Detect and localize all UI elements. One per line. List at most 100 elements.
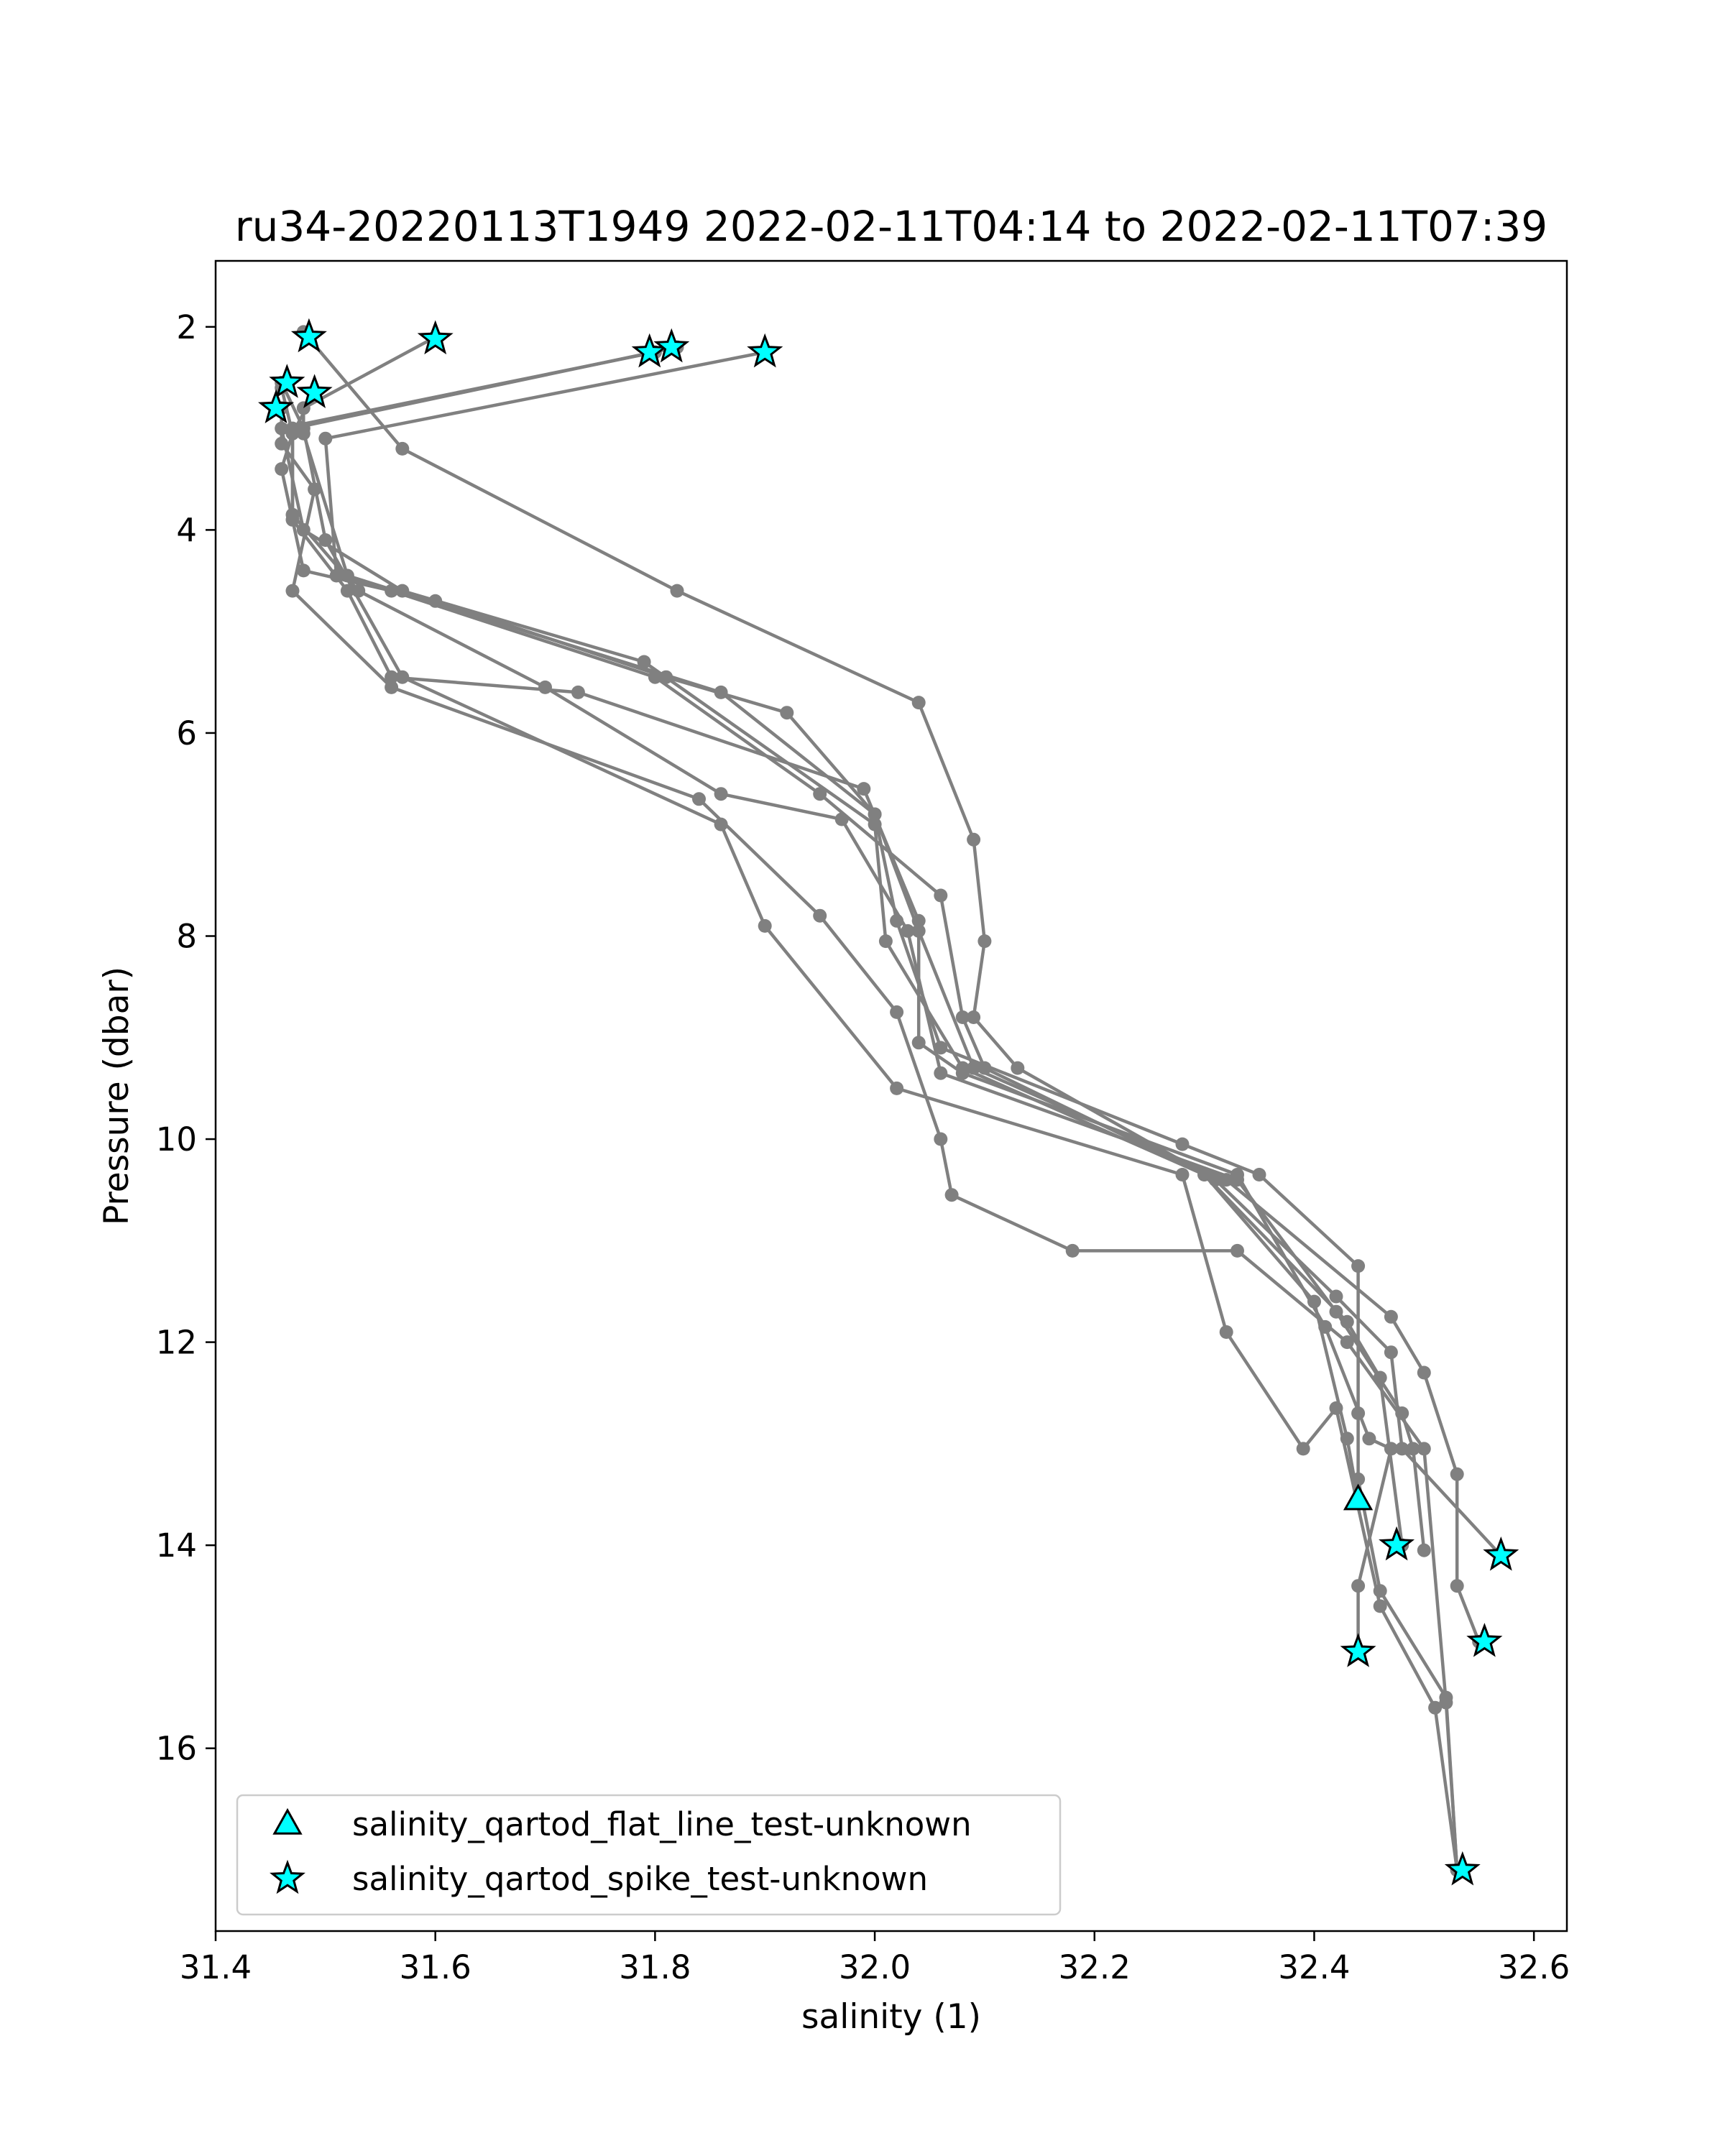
legend-triangle-marker	[272, 1807, 303, 1835]
profile-8-point-5	[385, 680, 399, 694]
profile-4-point-10	[1384, 1309, 1398, 1324]
profile-8-point-10	[944, 1188, 959, 1202]
profile-8-point-6	[692, 792, 706, 806]
profile-1-point-15	[1373, 1584, 1387, 1598]
y-axis-ticks: 2 4 6 8 10 12 14 16	[156, 308, 216, 1768]
x-tick-label-3: 31.8	[619, 1948, 691, 1986]
profile-4-point-13	[1450, 1579, 1464, 1593]
y-tick-label-4: 8	[176, 917, 197, 955]
profile-7-point-4	[340, 584, 354, 598]
profile-4-point-8	[967, 1061, 981, 1075]
profile-7-point-3	[285, 512, 300, 527]
profile-8-point-7	[813, 908, 827, 923]
spike-flag-marker-6	[269, 364, 305, 398]
x-tick-label-4: 32.0	[839, 1948, 911, 1986]
profile-4-point-7	[911, 923, 926, 938]
profile-1-point-13	[1351, 1406, 1366, 1420]
profile-7-point-7	[857, 782, 871, 796]
profile-5-point-3	[670, 584, 684, 598]
spike-flag-marker-13	[1466, 1623, 1503, 1657]
x-axis-ticks: 31.4 31.6 31.8 32.0 32.2 32.4 32.6	[180, 1931, 1570, 1986]
profile-2-point-7	[834, 812, 849, 826]
profile-line-6	[280, 387, 1360, 1500]
profile-5-point-2	[395, 441, 410, 456]
legend: salinity_qartod_flat_line_test-unknown s…	[236, 1794, 1062, 1916]
profile-5-point-8	[1011, 1061, 1025, 1075]
profile-7-point-13	[1362, 1432, 1376, 1446]
spike-flag-marker-2	[417, 320, 454, 355]
profile-line-7	[290, 392, 1393, 1652]
legend-label-spike: salinity_qartod_spike_test-unknown	[352, 1860, 928, 1898]
legend-label-flat-line: salinity_qartod_flat_line_test-unknown	[352, 1805, 972, 1843]
profile-5-point-7	[967, 1010, 981, 1024]
profile-7-point-8	[911, 913, 926, 928]
profile-3-point-2	[275, 421, 289, 436]
profile-8-point-2	[275, 436, 289, 451]
profile-5-point-9	[1208, 1173, 1223, 1187]
profile-5-point-12	[1395, 1442, 1409, 1456]
profile-8-point-8	[890, 1005, 904, 1019]
profile-2-point-5	[538, 680, 552, 694]
y-tick-label-1: 2	[176, 308, 197, 346]
profile-5-point-5	[967, 832, 981, 847]
x-tick-label-5: 32.2	[1059, 1948, 1131, 1986]
profile-8-point-13	[1340, 1335, 1354, 1350]
y-axis-label: Pressure (dbar)	[97, 967, 137, 1225]
profile-2-point-14	[1417, 1543, 1431, 1557]
profile-6-point-12	[1307, 1294, 1321, 1309]
legend-star-shape	[270, 1859, 305, 1894]
profile-6-point-3	[275, 462, 289, 476]
profile-3-point-11	[1373, 1370, 1387, 1385]
profile-9-point-11	[1329, 1401, 1343, 1415]
profile-1-point-3	[329, 568, 344, 583]
profile-1-point-5	[659, 670, 673, 684]
spike-flag-marker-8	[258, 389, 295, 424]
profile-2-point-9	[934, 1066, 948, 1080]
profile-9-point-3	[318, 533, 333, 547]
flat-line-flag-marker-9	[1343, 1483, 1374, 1511]
spike-flag-marker-11	[1483, 1537, 1519, 1571]
profile-2-point-13	[1406, 1442, 1420, 1456]
profile-8-point-14	[1417, 1442, 1431, 1456]
profile-3-point-6	[868, 817, 882, 831]
profile-2-point-8	[901, 923, 915, 938]
profile-4-point-5	[714, 685, 728, 699]
y-tick-label-2: 4	[176, 511, 197, 549]
profile-7-point-6	[571, 685, 585, 699]
profile-5-point-6	[978, 934, 992, 949]
profile-9-point-9	[1219, 1325, 1233, 1339]
legend-frame	[236, 1794, 1062, 1916]
profile-8-point-11	[1065, 1243, 1080, 1258]
profile-4-point-6	[868, 807, 882, 821]
spike-flag-marker-10	[1379, 1526, 1415, 1561]
profile-7-point-14	[1384, 1442, 1398, 1456]
profile-6-point-6	[648, 670, 662, 684]
profile-1-point-9	[934, 1041, 948, 1055]
profile-9-point-6	[758, 918, 772, 933]
profile-line-9	[280, 382, 1459, 1871]
profile-1-point-14	[1351, 1472, 1366, 1486]
legend-triangle-shape	[272, 1807, 303, 1835]
legend-star-marker	[270, 1859, 305, 1894]
profile-1-point-11	[1252, 1168, 1266, 1181]
y-tick-label-3: 6	[176, 714, 197, 752]
profile-3-point-7	[878, 934, 893, 949]
spike-flag-marker-5	[747, 333, 783, 368]
profile-2-point-4	[351, 584, 366, 598]
profile-9-point-5	[714, 817, 728, 831]
chart-title: ru34-20220113T1949 2022-02-11T04:14 to 2…	[235, 202, 1547, 251]
profile-7-point-11	[1230, 1168, 1244, 1181]
profile-6-point-4	[296, 563, 310, 578]
profile-8-point-9	[934, 1132, 948, 1146]
profile-2-point-11	[1329, 1304, 1343, 1319]
profile-line-3	[280, 350, 1404, 1546]
x-axis-label: salinity (1)	[801, 1997, 981, 2037]
profile-7-point-15	[1351, 1579, 1366, 1593]
profile-7-point-5	[385, 670, 399, 684]
spike-flag-marker-1	[290, 318, 327, 353]
profile-5-point-4	[911, 696, 926, 710]
profile-7-point-2	[285, 426, 300, 441]
profile-3-point-5	[637, 655, 651, 669]
profile-2-point-6	[714, 787, 728, 801]
